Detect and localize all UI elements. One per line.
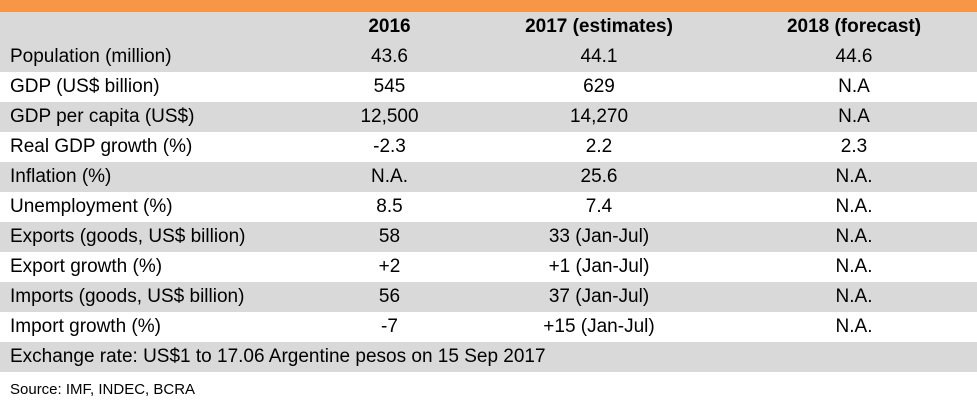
cell-2017: 25.6 (467, 162, 731, 192)
cell-2018: N.A. (731, 222, 977, 252)
table-row: Population (million) 43.6 44.1 44.6 (0, 42, 977, 72)
cell-2016: 12,500 (312, 102, 467, 132)
table-row: Import growth (%) -7 +15 (Jan-Jul) N.A. (0, 312, 977, 342)
cell-2016: -7 (312, 312, 467, 342)
row-label: Population (million) (0, 42, 312, 72)
table-row: Export growth (%) +2 +1 (Jan-Jul) N.A. (0, 252, 977, 282)
header-2017: 2017 (estimates) (467, 12, 731, 42)
cell-2017: 7.4 (467, 192, 731, 222)
cell-2016: 43.6 (312, 42, 467, 72)
row-label: Exports (goods, US$ billion) (0, 222, 312, 252)
cell-2018: N.A. (731, 282, 977, 312)
header-2018: 2018 (forecast) (731, 12, 977, 42)
cell-2017: 629 (467, 72, 731, 102)
table-header-row: 2016 2017 (estimates) 2018 (forecast) (0, 12, 977, 42)
exchange-rate-note: Exchange rate: US$1 to 17.06 Argentine p… (0, 342, 977, 372)
cell-2017: 14,270 (467, 102, 731, 132)
cell-2018: N.A. (731, 192, 977, 222)
table-row: Exports (goods, US$ billion) 58 33 (Jan-… (0, 222, 977, 252)
cell-2016: 8.5 (312, 192, 467, 222)
cell-2017: +1 (Jan-Jul) (467, 252, 731, 282)
row-label: Real GDP growth (%) (0, 132, 312, 162)
cell-2018: N.A. (731, 312, 977, 342)
row-label: Unemployment (%) (0, 192, 312, 222)
economic-indicators-table: 2016 2017 (estimates) 2018 (forecast) Po… (0, 12, 977, 372)
table-row: Inflation (%) N.A. 25.6 N.A. (0, 162, 977, 192)
cell-2016: 56 (312, 282, 467, 312)
table-row: Unemployment (%) 8.5 7.4 N.A. (0, 192, 977, 222)
cell-2016: N.A. (312, 162, 467, 192)
cell-2018: 44.6 (731, 42, 977, 72)
cell-2016: 545 (312, 72, 467, 102)
cell-2018: N.A. (731, 162, 977, 192)
row-label: GDP (US$ billion) (0, 72, 312, 102)
cell-2016: +2 (312, 252, 467, 282)
row-label: GDP per capita (US$) (0, 102, 312, 132)
source-note: Source: IMF, INDEC, BCRA (10, 381, 196, 398)
cell-2017: 33 (Jan-Jul) (467, 222, 731, 252)
table-row: GDP per capita (US$) 12,500 14,270 N.A (0, 102, 977, 132)
cell-2018: N.A (731, 72, 977, 102)
cell-2016: -2.3 (312, 132, 467, 162)
table-row: Imports (goods, US$ billion) 56 37 (Jan-… (0, 282, 977, 312)
row-label: Inflation (%) (0, 162, 312, 192)
table-row: Real GDP growth (%) -2.3 2.2 2.3 (0, 132, 977, 162)
cell-2017: 2.2 (467, 132, 731, 162)
cell-2018: 2.3 (731, 132, 977, 162)
cell-2017: 37 (Jan-Jul) (467, 282, 731, 312)
exchange-rate-row: Exchange rate: US$1 to 17.06 Argentine p… (0, 342, 977, 372)
row-label: Export growth (%) (0, 252, 312, 282)
cell-2018: N.A. (731, 252, 977, 282)
accent-top-bar (0, 0, 977, 12)
header-2016: 2016 (312, 12, 467, 42)
cell-2017: +15 (Jan-Jul) (467, 312, 731, 342)
row-label: Import growth (%) (0, 312, 312, 342)
row-label: Imports (goods, US$ billion) (0, 282, 312, 312)
cell-2016: 58 (312, 222, 467, 252)
table-row: GDP (US$ billion) 545 629 N.A (0, 72, 977, 102)
cell-2017: 44.1 (467, 42, 731, 72)
cell-2018: N.A (731, 102, 977, 132)
header-indicator (0, 12, 312, 42)
